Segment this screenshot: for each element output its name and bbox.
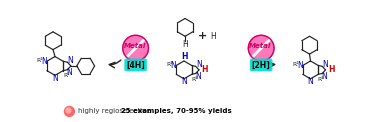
Text: H: H [210,32,215,41]
Text: N: N [195,72,200,81]
Text: [2H]: [2H] [252,61,271,69]
Text: H: H [182,52,188,61]
Text: R²: R² [191,77,198,82]
Text: N: N [67,68,72,77]
Text: N: N [322,60,328,69]
Text: highly regioselective: highly regioselective [78,108,155,114]
Text: Metal: Metal [124,43,146,49]
Text: +: + [198,31,208,41]
Text: N: N [196,60,201,69]
Text: N: N [308,77,313,86]
Text: R²: R² [63,73,70,78]
Text: N: N [67,56,73,65]
Text: H: H [182,40,188,49]
Text: 25 examples, 70-95% yields: 25 examples, 70-95% yields [121,108,232,114]
Text: N: N [170,61,176,70]
Text: H: H [202,65,208,74]
Text: H: H [328,65,335,74]
Circle shape [123,35,149,61]
Text: N: N [297,61,303,70]
Text: [4H]: [4H] [126,61,145,69]
Text: N: N [321,72,327,81]
Text: N: N [52,74,58,83]
Text: N: N [181,77,187,86]
Text: R¹: R¹ [166,62,173,67]
Text: R²: R² [318,77,325,82]
Text: R¹: R¹ [293,62,299,67]
Text: R¹: R¹ [37,58,43,63]
Text: N: N [41,57,47,66]
Circle shape [64,107,74,116]
Circle shape [248,35,274,61]
Circle shape [66,108,71,113]
Text: Metal: Metal [249,43,271,49]
